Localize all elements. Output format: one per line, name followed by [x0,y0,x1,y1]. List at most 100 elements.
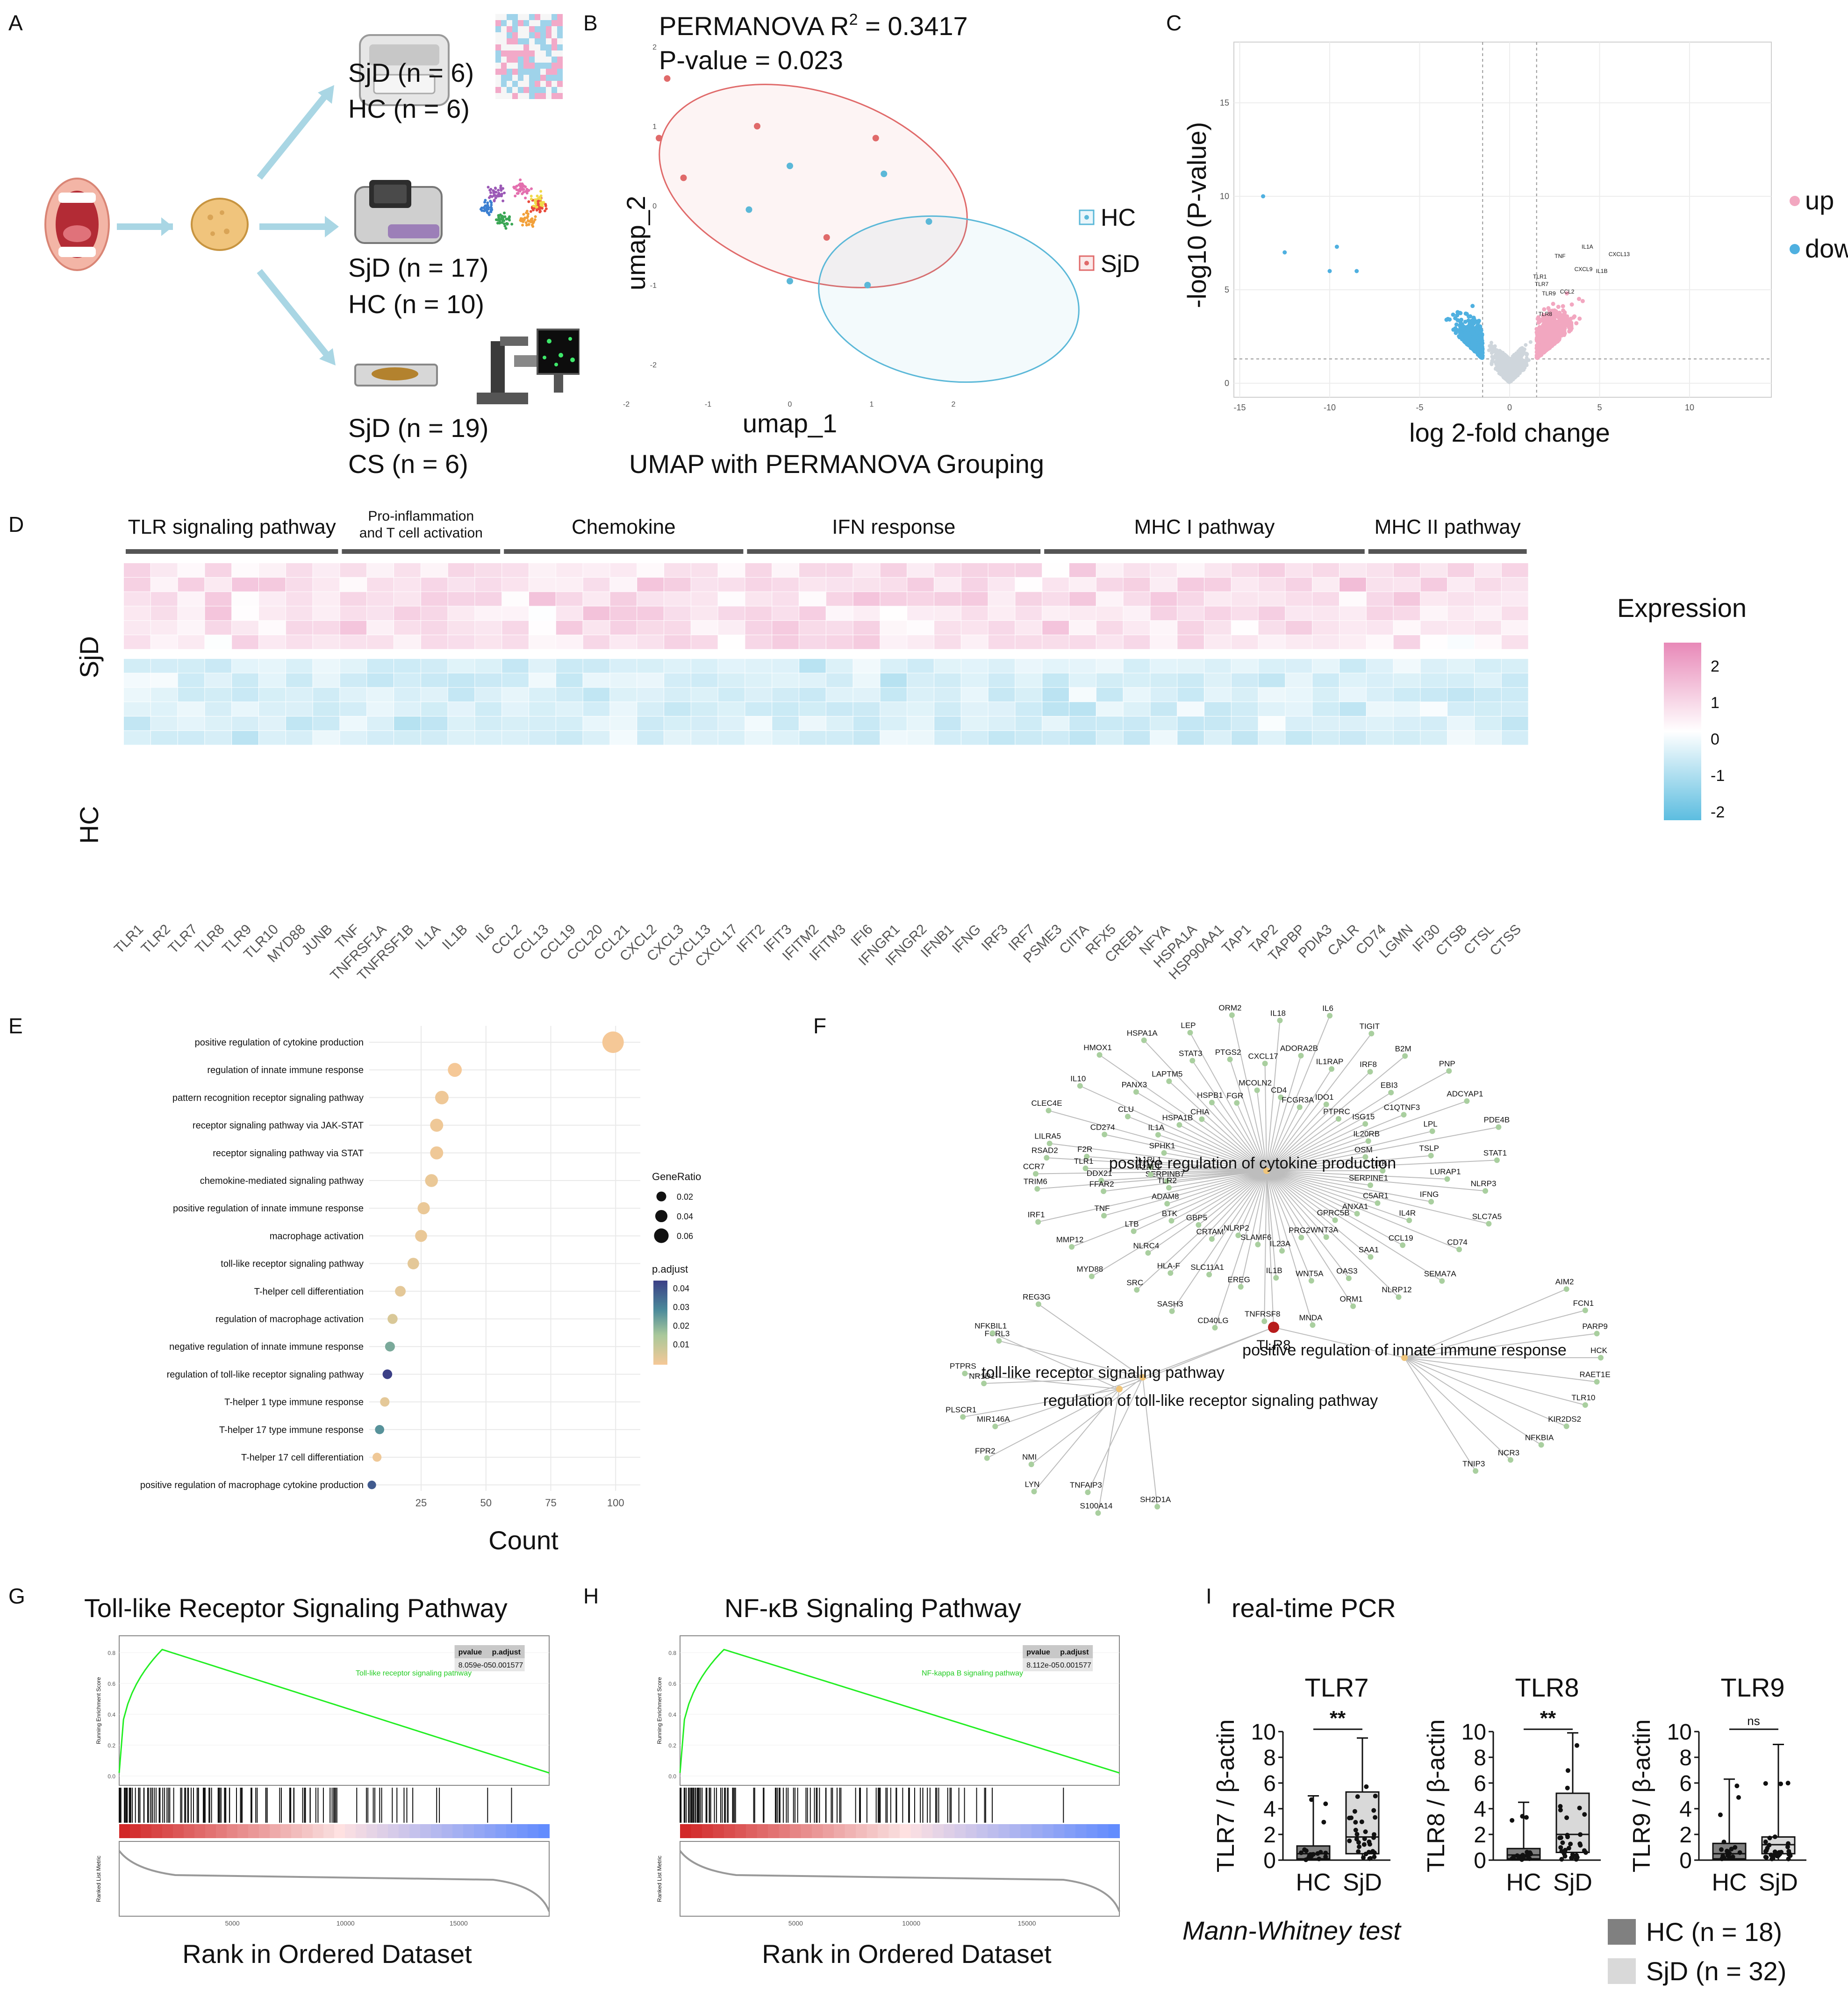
microscope-icon [477,337,537,404]
heatmap-cell [286,659,313,673]
heatmap-cell [1285,730,1312,745]
heatmap-cell [367,635,394,649]
network-gene-label: PNP [1439,1059,1455,1068]
network-gene-node [1494,1157,1500,1163]
heatmap-gene-labels: TLR1TLR2TLR7TLR8TLR9TLR10MYD88JUNBTNFTNF… [111,922,1524,984]
heatmap-cell [178,716,205,730]
thumb-heat-cell [540,44,546,50]
heatmap-cell [1366,659,1393,673]
pcr-data-point [1372,1855,1377,1860]
gsea-ytick: 0.6 [668,1681,676,1687]
heatmap-cell [1447,577,1474,592]
network-gene-label: IL1A [1148,1123,1165,1132]
heatmap-cell [1366,673,1393,687]
heatmap-cell [178,702,205,716]
thumb-heat-cell [512,50,518,57]
volcano-point-ns [1525,356,1529,360]
heatmap-cell [475,563,502,577]
heatmap-cell [1393,621,1420,635]
thumb-umap-point [519,185,522,188]
heatmap-cell [907,621,934,635]
pcr-data-point [1721,1840,1726,1845]
heatmap-cell [907,673,934,687]
padj-tick-label: 0.02 [673,1321,689,1331]
thumb-heat-cell [523,50,529,57]
legend-up-label: up [1805,186,1834,215]
heatmap-cell [1123,687,1150,702]
heatmap-gene-label: TLR2 [138,922,173,957]
pcr-y-tick-label: 6 [1263,1771,1276,1796]
heatmap-cell [853,673,880,687]
volcano-gene-label: IL1A [1582,243,1593,250]
thumb-umap-point [526,216,529,219]
network-gene-node [1362,1154,1368,1160]
thumb-heat-cell [518,14,523,20]
network-edge [1214,1170,1267,1328]
heatmap-cell [259,592,286,606]
network-gene-node [1125,1113,1131,1119]
thumb-heat-cell [507,93,512,99]
gsea-rank-colorbar [1053,1824,1065,1838]
umap-ytick: -1 [650,282,657,290]
heatmap-cell [799,592,826,606]
heatmap-cell [340,702,367,716]
heatmap-cell [1015,716,1042,730]
thumb-heat-cell [529,63,535,69]
volcano-point-up [1536,329,1540,333]
network-gene-label: NMI [1022,1453,1037,1461]
heatmap-cell [1042,730,1069,745]
network-gene-label: SERPINE1 [1349,1174,1388,1182]
heatmap-cell [853,592,880,606]
network-gene-label: OSM [1354,1146,1373,1154]
gsea-rank-colorbar [506,1824,517,1838]
heatmap-cell [1339,635,1366,649]
thumb-heat-cell [552,57,557,63]
network-gene-node [1254,1087,1260,1093]
gsea-rank-colorbar [388,1824,399,1838]
thumb-heat-cell [518,20,523,26]
network-edge [984,1377,1143,1384]
thumb-heat-cell [557,44,563,50]
pcr-data-point [1564,1815,1569,1820]
dotplot-dot [415,1230,427,1242]
volcano-point-up [1577,316,1582,321]
colorbar-tick-label: 0 [1711,730,1719,748]
volcano-point-ns [1514,373,1519,377]
pcr-data-point [1510,1818,1515,1823]
legend-sjd-swatch [1079,255,1095,271]
tissue-sample-icon [191,198,249,251]
pcr-data-point [1560,1840,1565,1845]
heatmap-cell [1015,702,1042,716]
thumb-heat-cell [512,44,518,50]
heatmap-cell [907,592,934,606]
network-gene-node [1439,1278,1445,1284]
panel-label-g: G [8,1584,25,1608]
gsea-rank-colorbar [900,1824,911,1838]
thumb-heat-cell [501,26,507,32]
thumb-heat-cell [523,20,529,26]
heatmap-cell [340,673,367,687]
cohort2-hc: HC (n = 10) [348,289,484,319]
legend-hc-box [1608,1919,1636,1945]
heatmap-cell [799,702,826,716]
heatmap-cell [988,606,1015,621]
gsea-xtick: 15000 [1018,1919,1036,1927]
heatmap-cell [1069,716,1096,730]
thumb-heat-cell [523,87,529,93]
network-gene-node [1084,1153,1090,1160]
thumb-umap-point [494,187,497,190]
volcano-point-ns [1519,346,1524,351]
heatmap-cell [826,592,853,606]
heatmap-cell [610,730,637,745]
network-gene-node [1134,1287,1140,1293]
thumb-heat-cell [535,63,540,69]
gsea-rank-colorbar [420,1824,431,1838]
heatmap-cell [1366,687,1393,702]
network-gene-node [1133,1089,1139,1095]
gsea-rank-colorbar [538,1824,550,1838]
heatmap-cell [124,673,150,687]
gsea-rank-colorbar [184,1824,195,1838]
heatmap-cell [1069,673,1096,687]
